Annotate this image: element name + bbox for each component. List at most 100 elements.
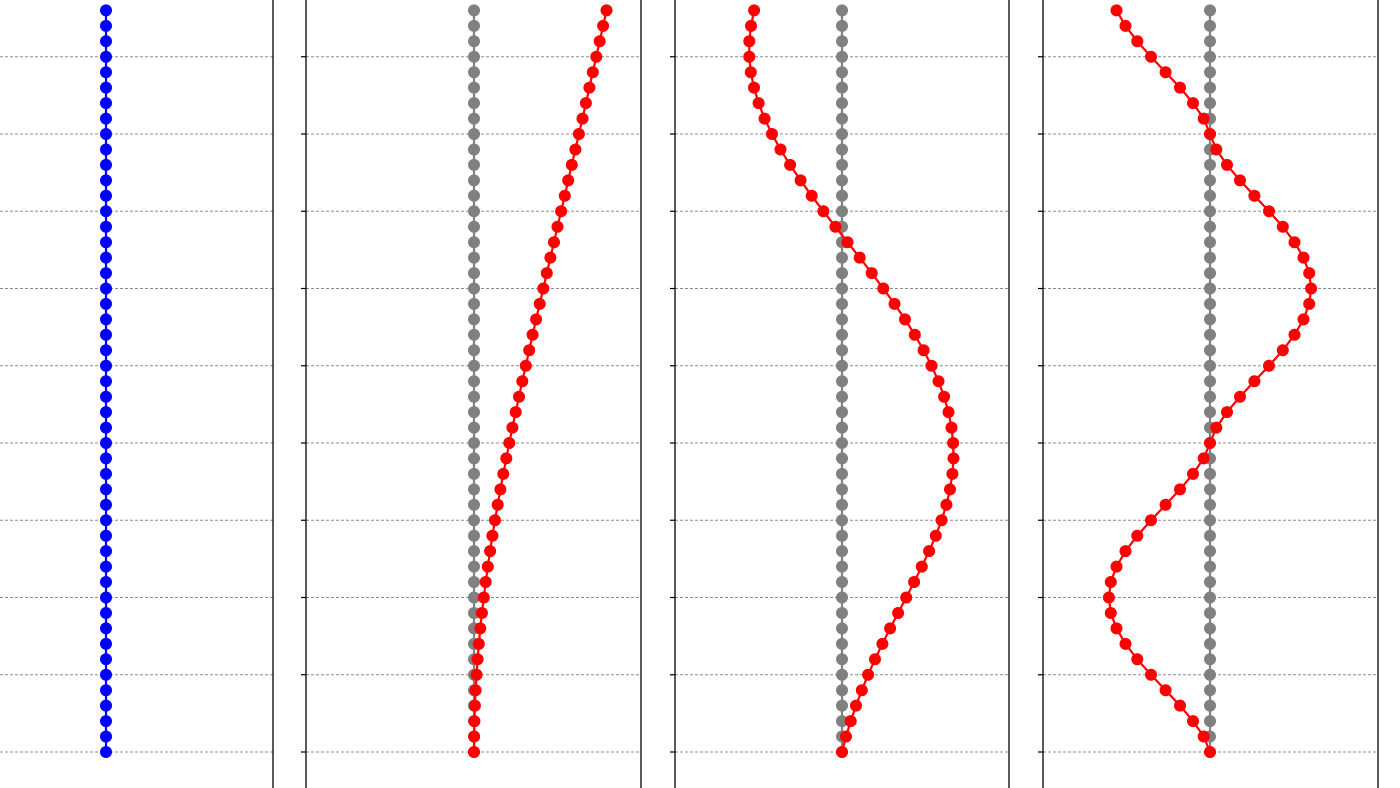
data-point [1204, 390, 1216, 403]
data-point [468, 715, 481, 728]
data-point [100, 81, 112, 94]
data-point [516, 375, 529, 388]
data-point [468, 437, 480, 449]
data-point [774, 143, 787, 156]
data-point [1204, 328, 1216, 341]
data-point [1204, 622, 1216, 635]
data-point [1131, 653, 1144, 666]
data-point [1204, 267, 1216, 280]
data-point [744, 66, 757, 79]
data-point [1204, 128, 1216, 140]
data-point [1204, 653, 1216, 666]
data-point [586, 66, 599, 79]
data-point [468, 421, 480, 434]
data-point [836, 483, 848, 496]
data-point [1145, 514, 1157, 527]
series-group [468, 4, 613, 758]
data-point [497, 467, 510, 480]
data-point [100, 607, 112, 619]
data-point [1204, 668, 1216, 681]
data-point [748, 4, 761, 17]
data-point [929, 529, 942, 542]
data-point [758, 112, 771, 125]
data-point [836, 35, 848, 48]
data-point [1288, 236, 1301, 249]
data-point [100, 143, 112, 156]
data-point [468, 220, 480, 233]
data-point [1131, 35, 1144, 48]
data-point [836, 328, 848, 341]
data-point [1204, 19, 1216, 32]
data-point [836, 4, 848, 17]
data-point [938, 390, 951, 403]
data-point [836, 174, 848, 187]
data-point [533, 297, 546, 310]
data-point [100, 653, 112, 666]
series-group [743, 4, 960, 758]
data-point [472, 637, 485, 650]
data-point [1210, 421, 1223, 434]
data-point [100, 313, 112, 326]
data-point [1119, 545, 1132, 558]
data-point [100, 467, 112, 480]
series-group [1102, 4, 1318, 758]
data-point [468, 390, 480, 403]
data-point [836, 637, 848, 650]
data-point [1204, 205, 1216, 218]
data-point [100, 97, 112, 110]
data-point [947, 437, 960, 449]
data-point [942, 406, 955, 419]
data-point [836, 19, 848, 32]
data-point [468, 251, 480, 264]
data-point [468, 81, 480, 94]
data-point [1159, 498, 1172, 511]
data-point [1104, 576, 1117, 588]
data-point [1197, 452, 1210, 465]
data-point [743, 35, 756, 48]
data-point [1131, 529, 1144, 542]
data-point [1248, 189, 1261, 202]
data-point [523, 344, 536, 357]
data-point [1145, 50, 1157, 63]
data-point [836, 112, 848, 125]
series-group [100, 4, 112, 758]
data-point [100, 746, 112, 758]
data-point [1204, 251, 1216, 264]
data-point [1288, 328, 1301, 341]
data-point [513, 390, 525, 403]
data-point [836, 576, 848, 588]
data-point [1204, 684, 1216, 697]
data-point [506, 421, 519, 434]
data-point [590, 50, 603, 63]
data-point [794, 174, 807, 187]
data-point [100, 576, 112, 588]
data-point [597, 19, 610, 32]
data-point [470, 668, 483, 681]
data-point [562, 174, 575, 187]
data-point [468, 267, 480, 280]
data-point [530, 313, 543, 326]
data-point [100, 50, 112, 63]
data-point [892, 607, 905, 619]
data-point [915, 560, 928, 573]
data-point [836, 437, 848, 449]
data-point [836, 467, 848, 480]
data-point [1119, 637, 1132, 650]
data-point [1204, 545, 1216, 558]
data-point [844, 715, 857, 728]
data-point [519, 359, 532, 372]
data-point [100, 328, 112, 341]
data-point [526, 328, 539, 341]
data-point [908, 576, 921, 588]
data-point [1110, 622, 1123, 635]
data-point [1174, 81, 1186, 94]
data-point [1104, 607, 1117, 619]
data-point [1204, 50, 1216, 63]
data-point [468, 591, 480, 604]
data-point [475, 607, 488, 619]
data-point [1221, 158, 1233, 171]
data-point [1221, 406, 1233, 419]
data-point [100, 437, 112, 449]
data-point [100, 297, 112, 310]
data-point [884, 622, 897, 635]
